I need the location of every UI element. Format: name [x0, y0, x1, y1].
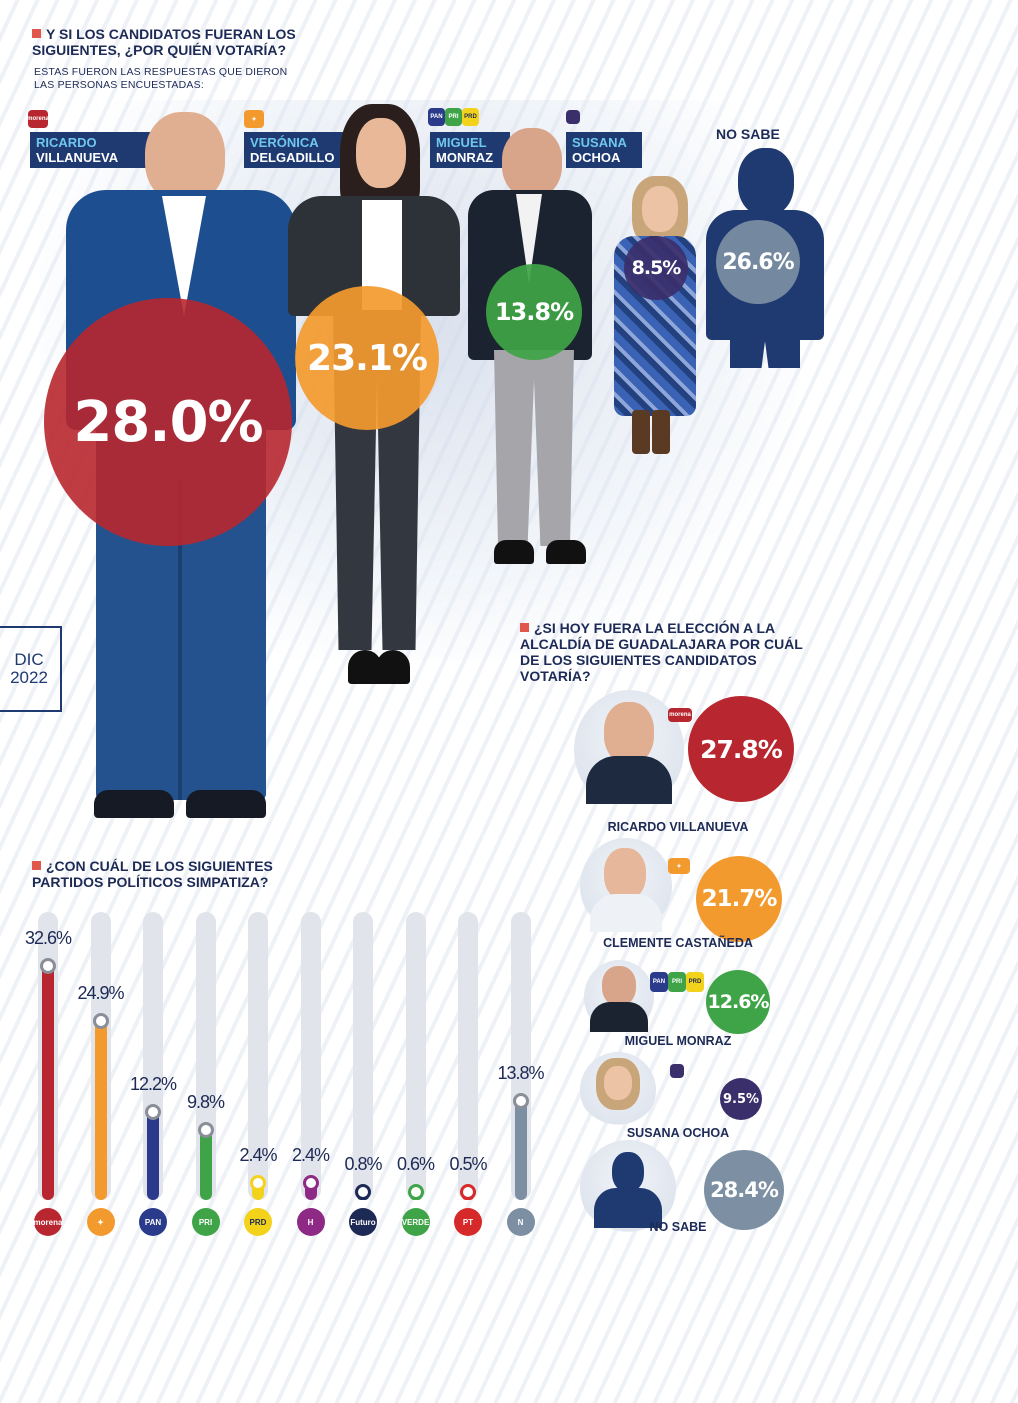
bar-dot-morena [40, 958, 56, 974]
bubble-clemente-castaneda: 21.7% [696, 856, 782, 942]
bar-dot-hagamos [302, 1174, 319, 1191]
PRD-logo-icon: PRD [244, 1208, 272, 1236]
bar-dot-PRI [197, 1121, 214, 1138]
bubble-ochoa: 8.5% [624, 236, 688, 300]
bar-dot-VERDE [407, 1184, 424, 1200]
photo-ricardo-villanueva [574, 690, 684, 810]
name-box-villanueva: RICARDO VILLANUEVA [30, 132, 154, 168]
bubble-villanueva: 28.0% [44, 298, 292, 546]
unknown-person-silhouette-icon [580, 1140, 676, 1236]
photo-miguel-monraz [584, 960, 654, 1034]
bar-track-VERDE [405, 912, 426, 1200]
bar-dot-PT [460, 1184, 476, 1200]
bar-value-label-VERDE: 0.6% [396, 1154, 435, 1174]
morena-logo-icon: morena [34, 1208, 62, 1236]
bar-ninguno [514, 1100, 527, 1200]
PRI-logo-icon: PRI [191, 1208, 220, 1236]
bar-track-PT [458, 912, 478, 1200]
movimiento-ciudadano-logo-icon: ✦ [86, 1208, 115, 1236]
bar-dot-PRD [250, 1174, 266, 1191]
ninguno-logo-icon: N [506, 1208, 535, 1236]
pan-pri-prd-logo-icon: PAN PRI PRD [650, 972, 706, 994]
date-badge: DIC 2022 [0, 626, 62, 712]
morena-logo-icon: morena [27, 110, 49, 128]
bar-value-label-hagamos: 2.4% [291, 1144, 330, 1165]
bubble-no-sabe: 28.4% [704, 1150, 784, 1230]
bar-value-label-ninguno: 13.8% [497, 1062, 544, 1083]
section2-title: ¿CON CUÁL DE LOS SIGUIENTES PARTIDOS POL… [32, 858, 273, 890]
name-box-delgadillo: VERÓNICA DELGADILLO [244, 132, 358, 168]
cand-name-ricardo-villanueva: RICARDO VILLANUEVA [607, 820, 749, 834]
bar-track-PRD [248, 912, 268, 1200]
cand-name-susana-ochoa: SUSANA OCHOA [626, 1126, 730, 1140]
photo-susana-ochoa [580, 1052, 656, 1128]
bar-movimiento-ciudadano [94, 1021, 107, 1200]
cand-name-clemente-castaneda: CLEMENTE CASTAÑEDA [603, 936, 753, 950]
section3-title: ¿SI HOY FUERA LA ELECCIÓN A LA ALCALDÍA … [520, 620, 803, 684]
bar-dot-ninguno [512, 1092, 529, 1109]
bar-value-label-futuro: 0.8% [344, 1154, 382, 1174]
bar-value-label-PT: 0.5% [449, 1154, 487, 1174]
futuro-logo-icon [670, 1064, 684, 1078]
bullet-square-icon [520, 623, 529, 632]
bar-value-label-PAN: 12.2% [129, 1074, 177, 1095]
photo-clemente-castaneda [580, 838, 672, 934]
pan-pri-prd-logo-icon: PAN PRI PRD [428, 108, 480, 128]
hagamos-logo-icon: H [296, 1208, 325, 1236]
bar-value-label-PRI: 9.8% [186, 1091, 225, 1112]
bubble-susana-ochoa: 9.5% [720, 1078, 762, 1120]
bar-track-hagamos [300, 912, 321, 1200]
futuro-logo-icon: Futuro [349, 1208, 377, 1236]
movimiento-ciudadano-logo-icon: ✦ [668, 858, 690, 874]
name-box-monraz: MIGUEL MONRAZ [430, 132, 510, 168]
bar-dot-PAN [145, 1104, 161, 1121]
morena-logo-icon: morena [668, 708, 692, 722]
bullet-square-icon [32, 29, 41, 38]
bar-track-futuro [353, 912, 373, 1200]
bubble-delgadillo: 23.1% [295, 286, 439, 430]
section1-title: Y SI LOS CANDIDATOS FUERAN LOS SIGUIENTE… [32, 26, 296, 58]
bar-morena [42, 966, 54, 1200]
bubble-monraz: 13.8% [486, 264, 582, 360]
bar-PAN [147, 1112, 159, 1200]
futuro-logo-icon [566, 110, 580, 124]
section1-subtitle: ESTAS FUERON LAS RESPUESTAS QUE DIERON L… [34, 66, 288, 91]
VERDE-logo-icon: VERDE [401, 1208, 430, 1236]
bar-value-label-morena: 32.6% [24, 928, 72, 948]
bullet-square-icon [32, 861, 41, 870]
cand-name-miguel-monraz: MIGUEL MONRAZ [624, 1034, 732, 1048]
bar-dot-movimiento-ciudadano [92, 1013, 109, 1030]
bar-dot-futuro [355, 1184, 371, 1200]
bar-PRI [199, 1129, 212, 1200]
name-box-ochoa: SUSANA OCHOA [566, 132, 642, 168]
bubble-no-sabe: 26.6% [716, 220, 800, 304]
no-sabe-label: NO SABE [716, 126, 780, 142]
PAN-logo-icon: PAN [139, 1208, 167, 1236]
bubble-ricardo-villanueva: 27.8% [688, 696, 794, 802]
PT-logo-icon: PT [454, 1208, 482, 1236]
bubble-miguel-monraz: 12.6% [706, 970, 770, 1034]
bar-value-label-movimiento-ciudadano: 24.9% [77, 983, 124, 1004]
cand-name-no-sabe: NO SABE [649, 1220, 707, 1234]
movimiento-ciudadano-logo-icon: ✦ [244, 110, 264, 128]
bar-value-label-PRD: 2.4% [239, 1144, 277, 1165]
